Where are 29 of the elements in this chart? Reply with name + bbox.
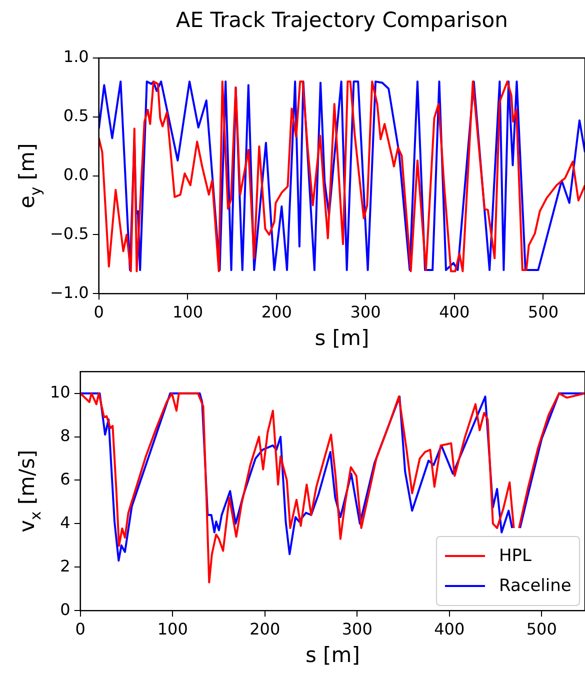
y-tick-label: 0.0 (63, 164, 89, 184)
x-tick-label: 400 (439, 302, 470, 322)
y-tick-label: 8 (60, 426, 70, 445)
x-tick-label: 100 (172, 302, 203, 322)
x-tick-label: 300 (342, 619, 372, 638)
x-tick-label: 500 (526, 619, 557, 638)
y-axis-title: vx [m/s] (15, 450, 44, 532)
x-axis-title: s [m] (305, 642, 360, 667)
y-tick-label: −1.0 (50, 282, 89, 302)
legend-label: Raceline (499, 576, 572, 596)
y-axis-title: ey [m] (15, 143, 44, 208)
x-tick-label: 0 (94, 302, 104, 322)
x-tick-label: 300 (350, 302, 381, 322)
x-axis-title: s [m] (314, 326, 370, 350)
y-tick-label: 1.0 (63, 47, 89, 66)
x-tick-label: 500 (528, 302, 558, 322)
y-tick-label: 4 (60, 512, 70, 532)
y-tick-label: −0.5 (50, 224, 89, 243)
y-tick-label: 0.5 (63, 106, 89, 126)
y-tick-label: 2 (60, 556, 70, 576)
y-tick-label: 6 (60, 469, 70, 488)
x-tick-label: 100 (157, 619, 188, 638)
y-tick-label: 10 (50, 382, 70, 402)
chart-title: AE Track Trajectory Comparison (176, 8, 508, 32)
x-tick-label: 400 (434, 619, 465, 638)
y-tick-label: 0 (60, 600, 70, 619)
legend-label: HPL (499, 546, 532, 566)
x-tick-label: 200 (250, 619, 280, 638)
x-tick-label: 200 (261, 302, 292, 322)
